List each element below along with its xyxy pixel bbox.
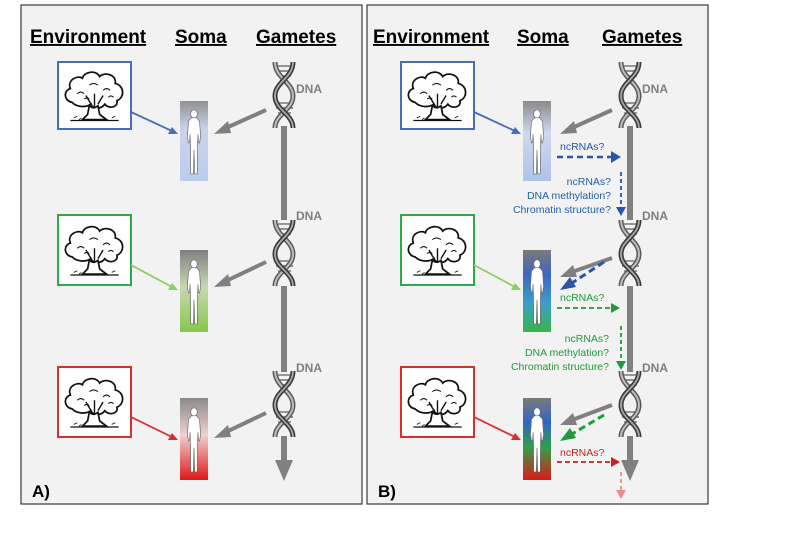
germline-mechanism-2: DNA methylation? xyxy=(525,347,609,359)
gamete-to-soma-arrow-1 xyxy=(214,108,267,134)
germline-mechanism-3: Chromatin structure? xyxy=(511,361,609,373)
gamete-to-soma-arrow-2 xyxy=(214,260,267,287)
germline-continuation-arrow-red xyxy=(616,472,626,499)
gamete-to-soma-arrow-2 xyxy=(560,256,613,277)
germline-mechanism-arrow-green xyxy=(616,326,626,370)
header-soma: Soma xyxy=(175,27,227,48)
dna-label: DNA xyxy=(296,209,322,223)
ncrnas-label-blue: ncRNAs? xyxy=(560,141,605,153)
germline-line-b xyxy=(621,126,639,481)
header-gametes: Gametes xyxy=(602,27,682,48)
germline-mechanism-1: ncRNAs? xyxy=(567,176,612,188)
dna-label: DNA xyxy=(642,209,668,223)
dna-label: DNA xyxy=(296,82,322,96)
soma-figure-3 xyxy=(180,398,208,480)
env-to-soma-arrow-3 xyxy=(130,416,178,440)
env-to-soma-arrow-2 xyxy=(473,264,521,290)
panel-a-label: A) xyxy=(32,482,50,501)
environment-box-1 xyxy=(57,61,132,130)
header-gametes: Gametes xyxy=(256,27,336,48)
env-to-soma-arrow-1 xyxy=(473,111,521,134)
germline-mechanism-arrow-blue xyxy=(616,172,626,216)
header-environment: Environment xyxy=(30,27,147,48)
panel-b-label: B) xyxy=(378,482,396,501)
ncrnas-label-green: ncRNAs? xyxy=(560,292,605,304)
ncrnas-arrow-blue xyxy=(557,151,621,163)
germline-line-a xyxy=(275,126,293,481)
germline-mechanism-1: ncRNAs? xyxy=(565,333,610,345)
ncrnas-arrow-green xyxy=(557,303,620,313)
soma-figure-2 xyxy=(523,250,551,332)
dna-label: DNA xyxy=(642,82,668,96)
soma-figure-2 xyxy=(180,250,208,332)
germline-mechanism-2: DNA methylation? xyxy=(527,190,611,202)
environment-box-2 xyxy=(57,214,132,286)
environment-box-3 xyxy=(57,366,132,438)
dna-label: DNA xyxy=(296,361,322,375)
soma-figure-1 xyxy=(523,101,551,181)
dna-label: DNA xyxy=(642,361,668,375)
dna-to-soma-dashed-arrow-green xyxy=(560,413,605,441)
gamete-to-soma-arrow-1 xyxy=(560,108,613,134)
gamete-to-soma-arrow-3 xyxy=(560,403,613,425)
env-to-soma-arrow-2 xyxy=(130,264,178,290)
header-environment: Environment xyxy=(373,27,490,48)
soma-figure-3 xyxy=(523,398,551,480)
dna-to-soma-dashed-arrow-blue xyxy=(560,260,605,290)
header-soma: Soma xyxy=(517,27,569,48)
soma-figure-1 xyxy=(180,101,208,181)
env-to-soma-arrow-3 xyxy=(473,416,521,440)
gamete-to-soma-arrow-3 xyxy=(214,411,267,438)
env-to-soma-arrow-1 xyxy=(130,111,178,134)
environment-box-3 xyxy=(400,366,475,438)
ncrnas-arrow-red xyxy=(557,457,620,467)
ncrnas-label-red: ncRNAs? xyxy=(560,447,605,459)
environment-box-1 xyxy=(400,61,475,130)
environment-box-2 xyxy=(400,214,475,286)
germline-mechanism-3: Chromatin structure? xyxy=(513,204,611,216)
